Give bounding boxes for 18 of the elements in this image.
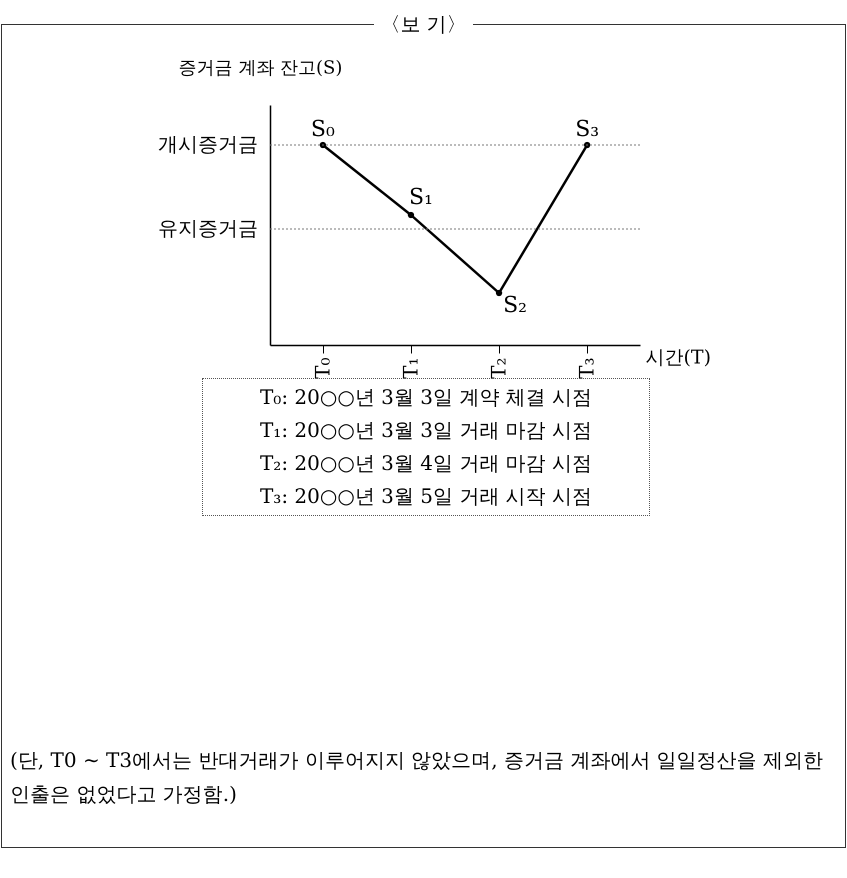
x-tick-label: T₀ [310, 358, 334, 379]
annotation: S₁ [409, 185, 433, 210]
x-tick-label: T₁ [398, 358, 422, 379]
annotation: S₃ [575, 117, 600, 142]
text: T₂: 20○○년 3월 4일 거래 마감 시점 [258, 450, 594, 477]
text: T₁: 20○○년 3월 3일 거래 마감 시점 [258, 417, 594, 444]
x-axis-title: 시간(T) [646, 346, 711, 368]
ref-line-label: 개시증거금 [158, 132, 258, 156]
annotation: S₀ [310, 117, 335, 142]
chart-title: 〈보 기〉 [374, 12, 473, 36]
ref-line-label: 유지증거금 [158, 216, 258, 240]
text: (단, T0 ~ T3에서는 반대거래가 이루어지지 않았으며, 증거금 계좌에서 일일정산을 제외한 인출은 없었다고 가정함.) [10, 747, 824, 808]
text: T₀: 20○○년 3월 3일 계약 체결 시점 [258, 384, 594, 411]
x-tick-label: T₂ [486, 358, 511, 379]
y-axis-title: 증거금 계좌 잔고(S) [178, 58, 342, 78]
text: T₃: 20○○년 3월 5일 거래 시작 시점 [258, 483, 594, 510]
x-tick-label: T₃ [574, 358, 599, 379]
annotation: S₂ [503, 293, 527, 318]
